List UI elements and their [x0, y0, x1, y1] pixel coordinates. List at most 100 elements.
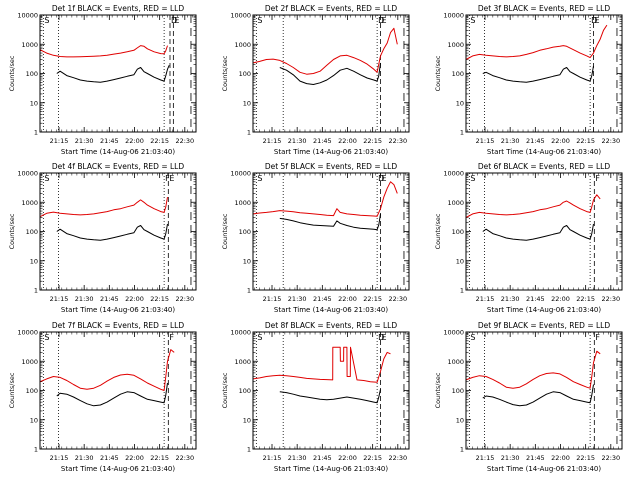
- panel-det-2f: Det 2f BLACK = Events, RED = LLD Counts/s…: [221, 4, 410, 156]
- y-tick-label: 100: [452, 228, 464, 236]
- x-tick-label: 22:15: [150, 454, 169, 462]
- lld-series-line: [465, 194, 601, 218]
- event-marker-label: S: [470, 16, 475, 25]
- events-series-line: [56, 223, 168, 241]
- y-tick-label: 10: [243, 416, 251, 424]
- x-tick-label: 21:45: [526, 295, 545, 303]
- x-tick-label: 22:00: [551, 295, 570, 303]
- panel-det-3f: Det 3f BLACK = Events, RED = LLD Counts/s…: [434, 4, 623, 156]
- event-marker-label: D: [171, 16, 177, 25]
- x-tick-label: 22:30: [388, 137, 407, 145]
- x-tick-label: 21:15: [50, 454, 69, 462]
- y-axis-label: Counts/sec: [221, 372, 229, 408]
- event-marker-label: D: [378, 174, 384, 183]
- y-tick-label: 10: [30, 257, 38, 265]
- event-marker-label: F: [595, 333, 600, 342]
- x-tick-label: 22:30: [601, 295, 620, 303]
- x-tick-label: 22:30: [175, 137, 194, 145]
- y-tick-label: 1: [460, 287, 464, 295]
- plot-frame: [39, 14, 197, 133]
- panel-title: Det 6f BLACK = Events, RED = LLD: [478, 162, 611, 171]
- x-tick-label: 21:15: [476, 137, 495, 145]
- events-series-line: [56, 382, 168, 407]
- x-axis-label: Start Time (14-Aug-06 21:03:40): [61, 306, 175, 314]
- event-marker-label: E: [381, 16, 386, 25]
- event-marker-label: D: [378, 16, 384, 25]
- events-series-line: [279, 213, 381, 231]
- x-tick-label: 21:30: [288, 137, 307, 145]
- events-series-line: [482, 223, 594, 241]
- panel-title: Det 1f BLACK = Events, RED = LLD: [52, 4, 185, 13]
- y-tick-label: 10000: [230, 329, 251, 337]
- x-tick-label: 22:00: [125, 137, 144, 145]
- event-marker-label: S: [257, 16, 262, 25]
- panel-title: Det 5f BLACK = Events, RED = LLD: [265, 162, 398, 171]
- y-tick-label: 10: [30, 99, 38, 107]
- plot-frame: [39, 331, 197, 450]
- x-axis-label: Start Time (14-Aug-06 21:03:40): [487, 465, 601, 473]
- plot-frame: [252, 14, 410, 133]
- x-tick-label: 21:30: [501, 454, 520, 462]
- events-series-line: [279, 62, 381, 85]
- lld-series-line: [39, 45, 168, 58]
- x-tick-label: 21:15: [50, 137, 69, 145]
- y-tick-label: 100: [26, 387, 38, 395]
- panel-det-9f: Det 9f BLACK = Events, RED = LLD Counts/s…: [434, 321, 623, 473]
- y-tick-label: 1000: [447, 358, 464, 366]
- y-axis-label: Counts/sec: [8, 213, 16, 249]
- x-tick-label: 21:30: [501, 137, 520, 145]
- event-marker-label: S: [257, 174, 262, 183]
- x-tick-label: 22:00: [125, 295, 144, 303]
- panel-title: Det 4f BLACK = Events, RED = LLD: [52, 162, 185, 171]
- panel-det-7f: Det 7f BLACK = Events, RED = LLD Counts/s…: [8, 321, 197, 473]
- x-tick-label: 21:45: [313, 454, 332, 462]
- x-axis-label: Start Time (14-Aug-06 21:03:40): [487, 148, 601, 156]
- y-tick-label: 10: [243, 99, 251, 107]
- y-axis-label: Counts/sec: [221, 213, 229, 249]
- event-marker-label: S: [470, 333, 475, 342]
- lld-series-line: [252, 181, 398, 217]
- x-tick-label: 22:30: [388, 454, 407, 462]
- x-tick-label: 21:30: [75, 295, 94, 303]
- x-tick-label: 21:45: [100, 137, 119, 145]
- x-axis-label: Start Time (14-Aug-06 21:03:40): [274, 465, 388, 473]
- lld-series-line: [465, 350, 601, 389]
- events-series-line: [279, 389, 381, 404]
- x-axis-label: Start Time (14-Aug-06 21:03:40): [487, 306, 601, 314]
- x-tick-label: 22:15: [576, 295, 595, 303]
- y-tick-label: 1: [247, 129, 251, 137]
- y-tick-label: 10: [456, 257, 464, 265]
- event-marker-label: D: [378, 333, 384, 342]
- y-tick-label: 10000: [230, 170, 251, 178]
- y-tick-label: 1000: [21, 41, 38, 49]
- x-tick-label: 22:00: [125, 454, 144, 462]
- y-tick-label: 100: [26, 70, 38, 78]
- lld-series-line: [39, 349, 175, 391]
- event-marker-label: E: [381, 333, 386, 342]
- event-marker-label: F: [169, 333, 174, 342]
- event-marker-label: E: [169, 174, 174, 183]
- x-tick-label: 22:15: [150, 295, 169, 303]
- plot-frame: [252, 172, 410, 291]
- x-tick-label: 21:45: [313, 295, 332, 303]
- lld-series-line: [39, 197, 168, 218]
- x-tick-label: 21:15: [263, 137, 282, 145]
- y-tick-label: 1: [460, 446, 464, 454]
- y-axis-label: Counts/sec: [434, 372, 442, 408]
- x-tick-label: 21:30: [75, 454, 94, 462]
- x-tick-label: 22:30: [601, 454, 620, 462]
- panel-det-4f: Det 4f BLACK = Events, RED = LLD Counts/s…: [8, 162, 197, 314]
- y-tick-label: 1: [247, 446, 251, 454]
- panel-title: Det 7f BLACK = Events, RED = LLD: [52, 321, 185, 330]
- panel-det-8f: Det 8f BLACK = Events, RED = LLD Counts/s…: [221, 321, 410, 473]
- events-series-line: [56, 65, 170, 83]
- x-axis-label: Start Time (14-Aug-06 21:03:40): [274, 306, 388, 314]
- x-axis-label: Start Time (14-Aug-06 21:03:40): [274, 148, 388, 156]
- y-axis-label: Counts/sec: [434, 55, 442, 91]
- event-marker-label: E: [381, 174, 386, 183]
- x-tick-label: 21:15: [263, 454, 282, 462]
- plot-frame: [465, 172, 623, 291]
- y-tick-label: 10000: [17, 170, 38, 178]
- y-tick-label: 1000: [21, 358, 38, 366]
